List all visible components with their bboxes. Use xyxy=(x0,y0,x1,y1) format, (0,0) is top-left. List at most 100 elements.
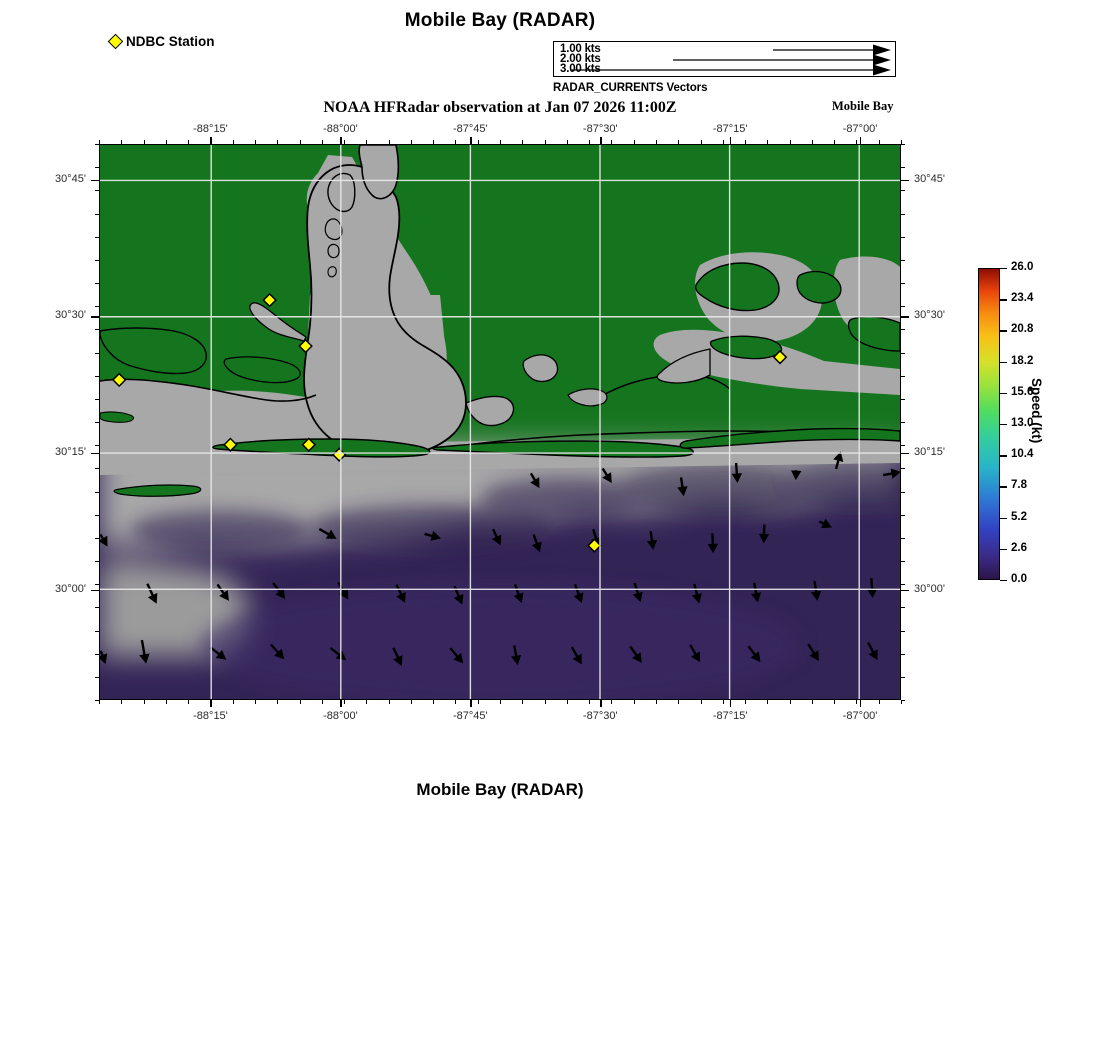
axis-tick-minor xyxy=(366,700,368,704)
axis-top-label: -87°30' xyxy=(582,123,618,135)
colorbar-tick xyxy=(1000,580,1007,582)
colorbar-tick xyxy=(1000,455,1007,457)
axis-tick-minor xyxy=(388,700,390,704)
axis-tick-minor xyxy=(901,537,905,539)
axis-tick-minor xyxy=(633,700,635,704)
colorbar-tick-label: 26.0 xyxy=(1011,261,1034,273)
axis-tick-minor xyxy=(165,700,167,704)
current-vector-arrow xyxy=(707,533,719,554)
axis-tick-minor xyxy=(901,213,905,215)
current-vector-arrow xyxy=(424,530,442,541)
axis-tick-minor xyxy=(522,140,524,144)
axis-tick-minor xyxy=(95,607,99,609)
current-vector-arrow xyxy=(100,650,108,665)
ndbc-station-legend-label: NDBC Station xyxy=(126,34,215,49)
axis-tick-minor xyxy=(95,653,99,655)
current-vector-arrow xyxy=(810,580,822,601)
ndbc-station-marker xyxy=(223,437,238,452)
axis-tick-minor xyxy=(232,140,234,144)
colorbar-tick-label: 0.0 xyxy=(1011,573,1027,585)
axis-tick-major xyxy=(91,589,99,592)
axis-tick-minor xyxy=(344,700,346,704)
axis-tick-minor xyxy=(566,140,568,144)
axis-tick-minor xyxy=(99,140,100,144)
axis-tick-minor xyxy=(99,700,100,704)
axis-tick-minor xyxy=(232,700,234,704)
axis-tick-minor xyxy=(95,213,99,215)
current-vector-arrow xyxy=(833,451,844,470)
axis-bottom-label: -88°00' xyxy=(323,710,358,722)
axis-tick-minor xyxy=(789,140,791,144)
vector-scale-label-1: 1.00 kts xyxy=(560,43,601,55)
axis-tick-minor xyxy=(95,398,99,400)
axis-tick-minor xyxy=(410,140,412,144)
axis-tick-minor xyxy=(745,140,747,144)
current-vector-arrow xyxy=(146,583,158,604)
axis-tick-minor xyxy=(95,144,99,145)
current-vector-arrow xyxy=(216,583,229,601)
axis-tick-minor xyxy=(633,140,635,144)
axis-tick-major xyxy=(600,137,602,144)
axis-tick-minor xyxy=(95,445,99,447)
vector-scale-label-2: 2.00 kts xyxy=(560,53,601,65)
axis-tick-major xyxy=(901,179,909,181)
axis-tick-minor xyxy=(767,140,769,144)
axis-tick-minor xyxy=(95,329,99,331)
axis-tick-major xyxy=(210,700,212,707)
current-vector-arrow xyxy=(807,643,819,661)
axis-tick-minor xyxy=(678,140,680,144)
ndbc-station-marker xyxy=(111,372,127,388)
axis-tick-major xyxy=(730,700,732,707)
axis-tick-minor xyxy=(165,140,167,144)
colorbar-tick-label: 23.4 xyxy=(1011,292,1034,305)
current-vector-arrow xyxy=(882,468,900,479)
current-vector-arrow xyxy=(689,644,701,663)
axis-tick-minor xyxy=(388,140,390,144)
axis-tick-major xyxy=(91,316,99,318)
axis-bottom-label: -87°00' xyxy=(842,710,878,722)
colorbar-tick xyxy=(1000,299,1007,301)
axis-tick-major xyxy=(340,137,342,144)
vector-arrow-1kt-icon xyxy=(773,44,891,56)
axis-left: 30°45' 30°30' 30°15' 30°00' xyxy=(20,144,99,701)
axis-tick-minor xyxy=(901,700,902,704)
axis-tick-minor xyxy=(344,140,346,144)
map-plot-area[interactable] xyxy=(99,144,901,700)
axis-tick-minor xyxy=(544,700,546,704)
axis-tick-minor xyxy=(95,375,99,377)
axis-tick-minor xyxy=(611,140,613,144)
axis-right-label: 30°30' xyxy=(914,309,945,322)
axis-tick-minor xyxy=(878,700,880,704)
axis-left-label: 30°45' xyxy=(55,172,86,185)
axis-tick-minor xyxy=(544,140,546,144)
axis-tick-minor xyxy=(901,190,905,192)
axis-tick-major xyxy=(91,179,99,181)
axis-tick-minor xyxy=(500,700,501,704)
current-vector-arrow xyxy=(395,584,406,603)
axis-tick-minor xyxy=(901,306,905,308)
current-vector-arrow xyxy=(731,462,743,483)
axis-tick-minor xyxy=(901,140,902,144)
axis-tick-minor xyxy=(95,190,99,192)
current-vectors-layer xyxy=(100,451,900,666)
axis-tick-major xyxy=(901,316,909,318)
current-vector-arrow xyxy=(646,530,658,550)
axis-tick-minor xyxy=(410,700,412,704)
current-vector-arrow xyxy=(750,582,762,603)
colorbar-tick xyxy=(1000,361,1007,363)
axis-tick-minor xyxy=(95,352,99,354)
axis-tick-minor xyxy=(522,700,524,704)
bottom-caption: Mobile Bay (RADAR) xyxy=(416,780,584,799)
axis-tick-minor xyxy=(95,167,99,169)
axis-tick-minor xyxy=(455,140,457,144)
axis-tick-minor xyxy=(95,514,99,516)
axis-tick-minor xyxy=(655,700,657,704)
axis-bottom-label: -87°30' xyxy=(582,710,618,722)
axis-tick-minor xyxy=(188,700,190,704)
axis-right-label: 30°45' xyxy=(914,172,945,185)
current-vector-arrow xyxy=(270,643,285,660)
axis-tick-minor xyxy=(901,375,905,377)
current-vector-arrow xyxy=(791,470,802,481)
colorbar[interactable]: 26.0 23.4 20.8 18.2 15.6 13.0 10.4 7.8 5.2 2.6 0.0… xyxy=(978,261,1044,585)
axis-tick-minor xyxy=(95,422,99,423)
